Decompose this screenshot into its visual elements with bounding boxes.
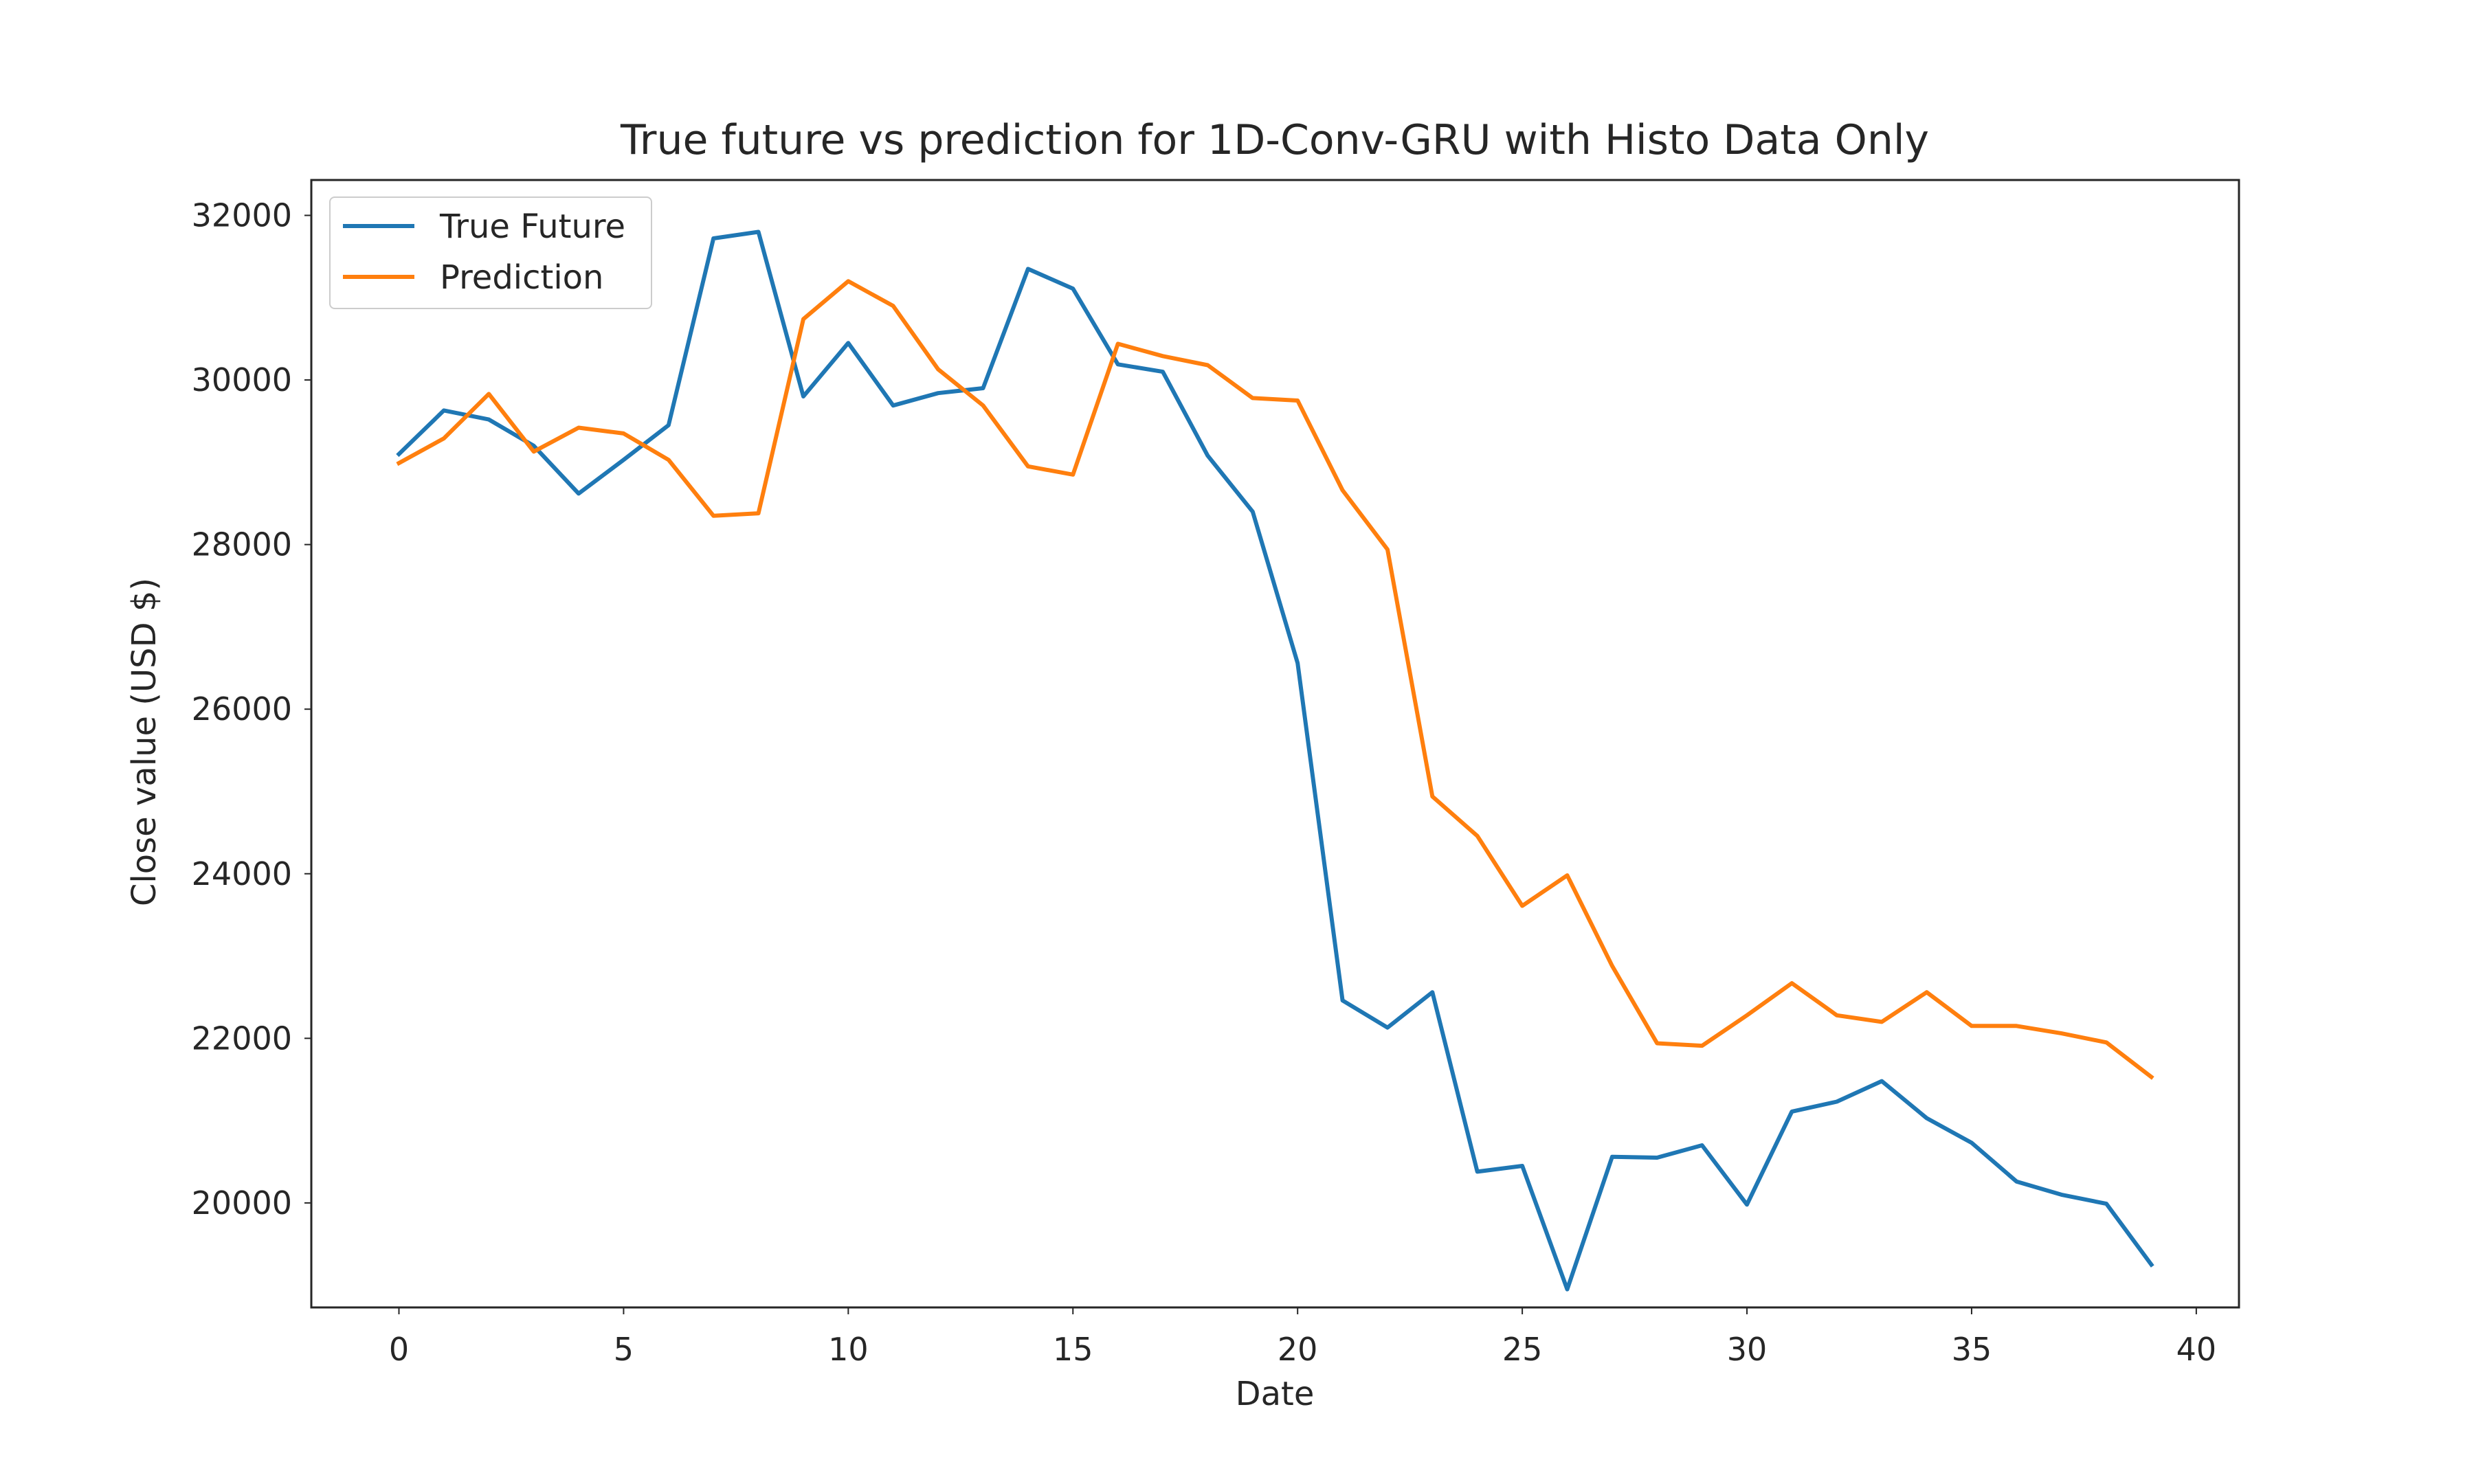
- chart-title: True future vs prediction for 1D-Conv-GR…: [620, 116, 1929, 164]
- series-line-true-future: [396, 229, 2154, 1292]
- series-layer: [396, 229, 2154, 1292]
- x-tick-label: 5: [614, 1331, 634, 1368]
- y-tick-label: 32000: [192, 197, 292, 234]
- x-tick-label: 30: [1727, 1331, 1768, 1368]
- x-tick-label: 10: [828, 1331, 869, 1368]
- x-tick-label: 15: [1053, 1331, 1093, 1368]
- y-tick-label: 20000: [192, 1184, 292, 1222]
- legend-label: True Future: [439, 207, 625, 246]
- y-tick-label: 24000: [192, 855, 292, 892]
- y-tick-label: 30000: [192, 361, 292, 398]
- x-tick-label: 20: [1278, 1331, 1318, 1368]
- plot-area-frame: [310, 179, 2240, 1309]
- x-tick-label: 25: [1502, 1331, 1543, 1368]
- ticks-layer: 0 5 10 15 20 25 30 35 40 20000 22000 24000 26000 2800…: [192, 197, 2217, 1368]
- legend: True Future Prediction: [329, 196, 652, 309]
- y-tick-label: 26000: [192, 690, 292, 728]
- x-tick-label: 40: [2176, 1331, 2217, 1368]
- series-line-prediction: [396, 279, 2154, 1080]
- y-tick-label: 28000: [192, 526, 292, 563]
- y-tick-label: 22000: [192, 1020, 292, 1057]
- y-axis-label: Close value (USD $): [125, 578, 164, 906]
- x-tick-label: 0: [389, 1331, 409, 1368]
- x-axis-label: Date: [1236, 1375, 1315, 1413]
- legend-label: Prediction: [440, 258, 603, 297]
- x-tick-label: 35: [1952, 1331, 1992, 1368]
